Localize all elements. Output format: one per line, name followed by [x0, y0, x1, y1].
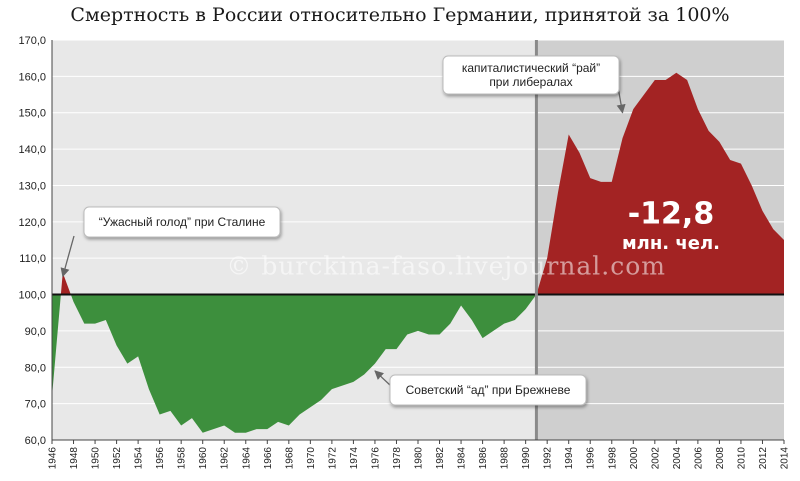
below-baseline-area — [52, 294, 537, 433]
x-tick-label: 2008 — [715, 447, 726, 470]
y-tick-label: 170,0 — [18, 35, 46, 47]
x-tick-label: 2012 — [758, 447, 769, 470]
x-axis: 1946 1948 1950 1952 1954 1956 1958 1960 1962 1964… — [48, 439, 791, 470]
annotation-box — [389, 374, 587, 406]
x-tick-label: 2014 — [780, 447, 791, 470]
x-tick-label: 1966 — [263, 447, 274, 470]
x-tick-label: 1956 — [155, 447, 166, 470]
x-tick-label: 1984 — [457, 447, 468, 470]
annotation-callout: капиталистический “рай”при либералах — [442, 55, 626, 114]
annotation-box — [442, 55, 620, 95]
annotation-callout: Советский “ад” при Брежневе — [374, 370, 587, 406]
x-tick-label: 1970 — [306, 447, 317, 470]
chart-title: Смертность в России относительно Германи… — [70, 4, 730, 26]
annotation-callout: “Ужасный голод” при Сталине — [60, 206, 281, 278]
annotation-arrow — [60, 235, 75, 278]
x-tick-label: 1950 — [91, 447, 102, 470]
y-tick-label: 100,0 — [18, 290, 46, 302]
y-tick-label: 110,0 — [19, 253, 46, 265]
x-tick-label: 1990 — [521, 447, 532, 470]
x-tick-label: 1954 — [134, 447, 145, 470]
x-tick-label: 1982 — [435, 447, 446, 470]
x-tick-label: 1958 — [177, 447, 188, 470]
x-tick-label: 2004 — [672, 447, 683, 470]
annotation-text: капиталистический “рай” — [462, 61, 600, 75]
x-tick-label: 1988 — [500, 447, 511, 470]
x-tick-label: 1996 — [586, 447, 597, 470]
y-tick-label: 140,0 — [18, 144, 46, 156]
y-tick-label: 70,0 — [25, 399, 46, 411]
x-tick-label: 1974 — [349, 447, 360, 470]
watermark: © burckina-faso.livejournal.com — [226, 252, 666, 281]
x-tick-label: 2010 — [736, 447, 747, 470]
annotation-text: Советский “ад” при Брежневе — [406, 383, 571, 397]
x-tick-label: 1960 — [198, 447, 209, 470]
x-tick-label: 2000 — [629, 447, 640, 470]
annotation-arrow — [374, 370, 392, 387]
x-tick-label: 1946 — [48, 447, 59, 470]
annotation-box — [83, 206, 281, 238]
x-tick-label: 1992 — [543, 447, 554, 470]
y-tick-label: 150,0 — [18, 108, 46, 120]
y-axis: 60,0 70,0 80,0 90,0 100,0 110,0 120,0 130,0 140,… — [18, 35, 53, 447]
y-tick-label: 60,0 — [25, 435, 46, 447]
x-tick-label: 1994 — [564, 447, 575, 470]
x-tick-label: 1986 — [478, 447, 489, 470]
x-tick-label: 1952 — [112, 447, 123, 470]
x-tick-label: 2002 — [650, 447, 661, 470]
annotations: “Ужасный голод” при Сталине Советский “ад… — [60, 55, 626, 406]
x-tick-label: 1968 — [284, 447, 295, 470]
excess-deaths-unit: млн. чел. — [622, 233, 720, 254]
y-tick-label: 80,0 — [25, 362, 46, 374]
above-baseline-area — [52, 72, 784, 295]
x-tick-label: 1978 — [392, 447, 403, 470]
x-tick-label: 1962 — [220, 447, 231, 470]
annotation-text: при либералах — [489, 75, 572, 89]
y-tick-label: 160,0 — [18, 71, 46, 83]
y-tick-label: 120,0 — [18, 217, 46, 229]
y-tick-label: 90,0 — [25, 326, 46, 338]
x-tick-label: 1980 — [414, 447, 425, 470]
x-tick-label: 1972 — [327, 447, 338, 470]
x-tick-label: 1976 — [370, 447, 381, 470]
y-tick-label: 130,0 — [18, 180, 46, 192]
x-tick-label: 1998 — [607, 447, 618, 470]
x-tick-label: 1964 — [241, 447, 252, 470]
excess-deaths-number: -12,8 — [628, 197, 714, 232]
x-tick-label: 1948 — [69, 447, 80, 470]
x-tick-label: 2006 — [693, 447, 704, 470]
annotation-text: “Ужасный голод” при Сталине — [99, 215, 266, 229]
